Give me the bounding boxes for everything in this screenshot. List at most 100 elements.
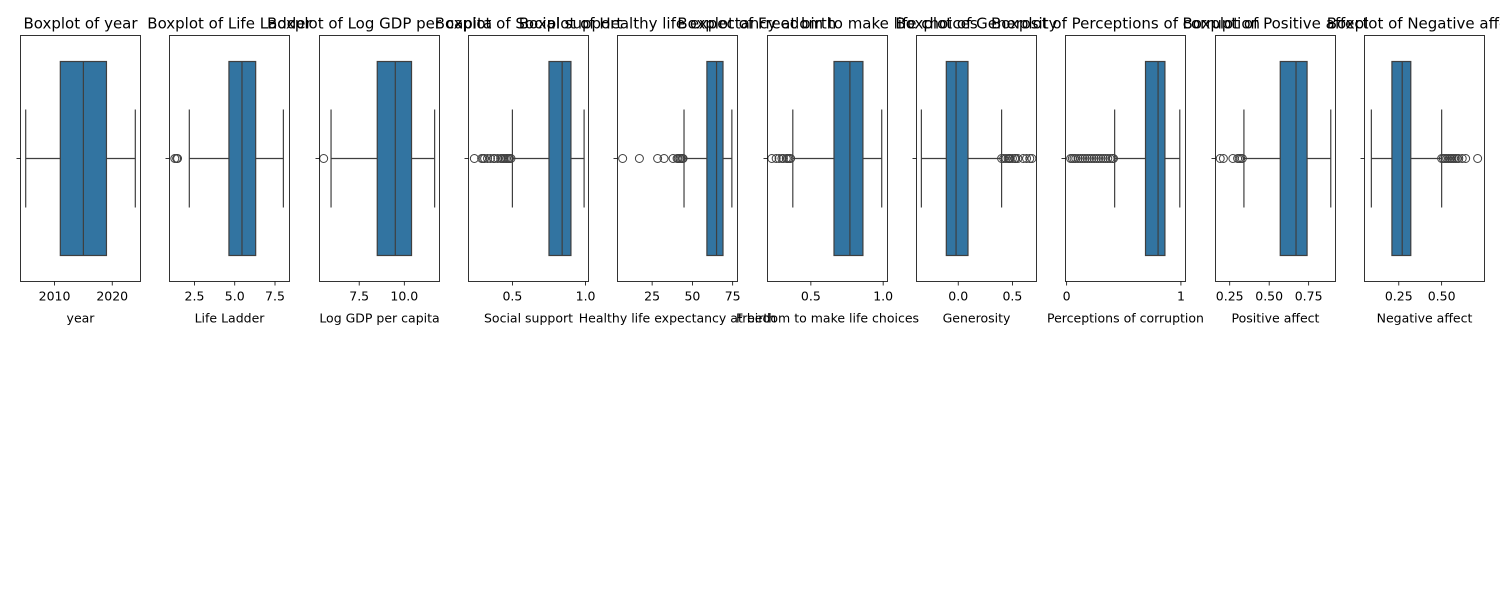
boxplot-panel: 0.25 0.50 0.75 Positive affect (1211, 35, 1336, 326)
x-axis-label: Generosity (943, 311, 1011, 326)
x-tick-label: 0.25 (1216, 289, 1244, 304)
outlier-point (1089, 154, 1099, 163)
x-tick-label: 0.5 (801, 289, 821, 304)
outlier-point (771, 154, 781, 163)
x-tick-label: 5.0 (225, 289, 245, 304)
x-axis-label: Positive affect (1232, 311, 1320, 326)
outlier-point (485, 154, 495, 163)
x-axis-label: Social support (484, 311, 573, 326)
outlier-point (1457, 154, 1467, 163)
outlier-point (999, 154, 1009, 163)
iqr-box (945, 60, 969, 257)
outlier-point (1080, 154, 1090, 163)
boxplot-panel: 25 50 75 Healthy life expectancy at birth (579, 35, 776, 326)
x-tick-label: 25 (644, 289, 660, 304)
iqr-box (376, 60, 413, 257)
outlier-point (774, 154, 784, 163)
outlier-point (634, 154, 644, 163)
outlier-point (1082, 154, 1092, 163)
boxplot-panel: 7.5 10.0 Log GDP per capita (315, 35, 440, 326)
outlier-point (1091, 154, 1101, 163)
outlier-point (1109, 154, 1118, 163)
outlier-point (1018, 154, 1028, 163)
chart-title: Boxplot of year (23, 15, 138, 33)
outlier-point (1218, 154, 1228, 163)
outlier-point (1078, 154, 1088, 163)
iqr-box (1144, 60, 1166, 257)
boxplot-panel: 0.5 1.0 Freedom to make life choices (736, 35, 919, 326)
x-axis-label: Freedom to make life choices (736, 311, 919, 326)
boxplot-panel: 0 1 Perceptions of corruption (1047, 35, 1204, 326)
outlier-point (1105, 154, 1115, 163)
outlier-point (786, 154, 796, 163)
outlier-point (1071, 154, 1081, 163)
x-tick-label: 7.5 (265, 289, 285, 304)
outlier-point (1237, 154, 1247, 163)
outlier-point (1454, 154, 1464, 163)
outlier-point (1473, 154, 1483, 163)
chart-title: Boxplot of Generosity (896, 15, 1058, 33)
iqr-box (1279, 60, 1308, 257)
x-axis-label: year (67, 311, 96, 326)
outlier-point (173, 154, 183, 163)
iqr-box (706, 60, 724, 257)
outlier-point (1007, 154, 1017, 163)
iqr-box (833, 60, 864, 257)
chart-title: Boxplot of Negative affect (1327, 15, 1500, 33)
x-tick-label: 0.25 (1385, 289, 1413, 304)
outlier-point (1022, 154, 1032, 163)
boxplot-panel: 2.5 5.0 7.5 Life Ladder (165, 35, 290, 326)
x-tick-label: 2010 (39, 289, 71, 304)
chart-title: Boxplot of Social support (435, 15, 623, 33)
iqr-box (548, 60, 572, 257)
chart-title: Boxplot of Positive affect (1182, 15, 1368, 33)
x-tick-label: 10.0 (390, 289, 418, 304)
outlier-point (1094, 154, 1104, 163)
boxplot-panel: 0.25 0.50 Negative affect (1360, 35, 1485, 326)
outlier-point (778, 154, 788, 163)
outlier-point (1087, 154, 1097, 163)
outlier-point (1461, 154, 1471, 163)
x-tick-label: 0.5 (1002, 289, 1022, 304)
x-axis-label: Negative affect (1377, 311, 1473, 326)
x-tick-label: 2.5 (185, 289, 205, 304)
outlier-point (1075, 154, 1085, 163)
outlier-point (1096, 154, 1106, 163)
outlier-point (1073, 154, 1083, 163)
x-tick-label: 2020 (96, 289, 128, 304)
chart-title: Boxplot of Life Ladder (147, 15, 312, 33)
outlier-point (1027, 154, 1037, 163)
outlier-point (618, 154, 628, 163)
x-axis-label: Life Ladder (195, 311, 266, 326)
outlier-point (319, 154, 329, 163)
outlier-point (469, 154, 479, 163)
x-tick-label: 0.75 (1295, 289, 1323, 304)
chart-title: Boxplot of Log GDP per capita (267, 15, 492, 33)
outlier-point (493, 154, 503, 163)
x-tick-label: 0.50 (1255, 289, 1283, 304)
x-tick-label: 50 (684, 289, 700, 304)
outlier-point (506, 154, 516, 163)
outlier-point (653, 154, 663, 163)
outlier-point (480, 154, 490, 163)
x-tick-label: 0.0 (948, 289, 968, 304)
outlier-point (1013, 154, 1023, 163)
outlier-point (678, 154, 688, 163)
outlier-point (1103, 154, 1113, 163)
x-tick-label: 75 (725, 289, 741, 304)
chart-title: Boxplot of Freedom to make life choices (677, 15, 978, 33)
x-axis-label: Perceptions of corruption (1047, 311, 1204, 326)
outlier-point (1025, 154, 1035, 163)
x-tick-label: 0 (1063, 289, 1071, 304)
x-tick-label: 0.5 (502, 289, 522, 304)
outlier-point (1098, 154, 1108, 163)
x-tick-label: 1.0 (873, 289, 893, 304)
chart-title: Boxplot of Perceptions of corruption (991, 15, 1260, 33)
x-tick-label: 1.0 (576, 289, 596, 304)
x-tick-label: 7.5 (349, 289, 369, 304)
outlier-point (490, 154, 500, 163)
outlier-point (1085, 154, 1094, 163)
iqr-box (1391, 60, 1412, 257)
